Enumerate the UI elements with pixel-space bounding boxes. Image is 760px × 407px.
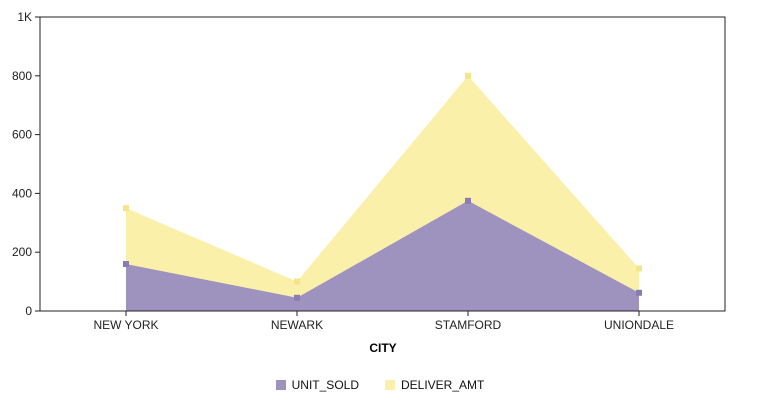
marker-unit-sold-2 [465,197,471,204]
y-tick-label-4: 800 [12,69,32,83]
marker-unit-sold-1 [294,294,300,301]
x-tick-label-2: STAMFORD [435,318,502,332]
legend-item-unit-sold: UNIT_SOLD [275,378,359,392]
x-axis: NEW YORK NEWARK STAMFORD UNIONDALE [93,311,674,332]
y-tick-label-5: 1K [17,10,32,24]
legend-label-unit-sold: UNIT_SOLD [291,378,359,392]
y-axis: 0 200 400 600 800 1K [12,10,40,318]
y-tick-label-3: 600 [12,128,32,142]
x-tick-label-0: NEW YORK [93,318,158,332]
legend: UNIT_SOLD DELIVER_AMT [0,378,760,392]
marker-deliver-amt-1 [294,278,300,285]
marker-unit-sold-3 [636,289,642,296]
plot-frame [39,16,726,312]
legend-label-deliver-amt: DELIVER_AMT [401,378,485,392]
legend-item-deliver-amt: DELIVER_AMT [385,378,484,392]
marker-deliver-amt-0 [123,205,129,212]
marker-deliver-amt-3 [636,265,642,272]
y-tick-label-1: 200 [12,245,32,259]
y-tick-label-2: 400 [12,186,32,200]
plot-series [123,72,642,311]
marker-unit-sold-0 [123,261,129,267]
x-axis-title: CITY [369,341,396,355]
area-unit-sold [126,200,639,311]
x-tick-label-3: UNIONDALE [604,318,674,332]
marker-deliver-amt-2 [465,72,471,79]
x-tick-label-1: NEWARK [271,318,323,332]
y-tick-label-0: 0 [25,304,32,318]
legend-swatch-deliver-amt [385,380,395,390]
legend-swatch-unit-sold [275,380,286,390]
